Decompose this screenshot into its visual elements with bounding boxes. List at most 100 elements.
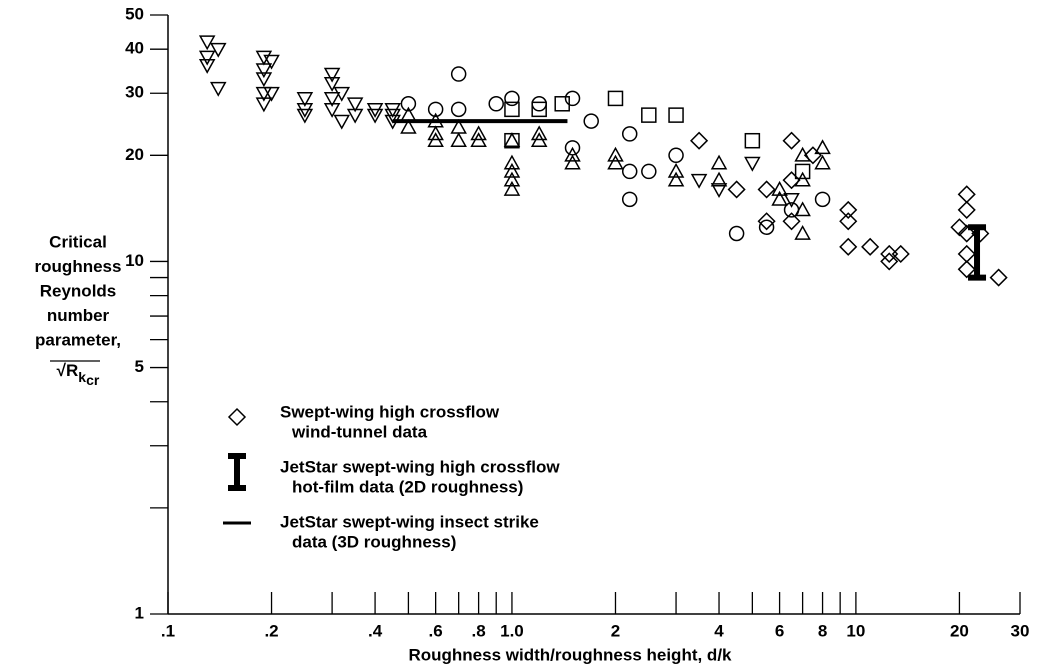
triangle-down-marker [323, 92, 341, 107]
triangle-up-marker [503, 154, 521, 170]
triangle-down-marker [255, 50, 273, 66]
x-tick-label: 20 [950, 621, 969, 640]
square-marker [554, 96, 570, 112]
diamond-marker [782, 212, 801, 231]
square-marker [531, 101, 547, 118]
diamond-marker [957, 224, 976, 243]
x-tick-label: 10 [846, 621, 865, 640]
triangle-up-marker [503, 162, 521, 178]
square-marker [504, 132, 520, 149]
triangle-up-marker [400, 106, 417, 122]
triangle-down-marker [333, 86, 351, 102]
diamond-marker [690, 131, 709, 150]
square-marker [641, 107, 657, 123]
diamond-marker [839, 237, 858, 256]
legend-label: JetStar swept-wing high crossflow [280, 457, 560, 476]
triangle-down-marker [209, 42, 227, 58]
diamond-marker [782, 171, 801, 190]
triangle-down-marker [333, 114, 351, 130]
y-axis-label: parameter, [35, 330, 121, 349]
circle-marker [450, 101, 467, 118]
square-marker [607, 90, 624, 107]
triangle-up-marker [771, 180, 788, 196]
x-tick-label: 8 [818, 621, 827, 640]
circle-marker [668, 147, 684, 164]
triangle-down-marker [710, 183, 728, 199]
diamond-marker [957, 260, 976, 279]
y-axis-label: number [47, 306, 110, 325]
circle-marker [400, 96, 417, 112]
formula-subsub: cr [86, 372, 100, 388]
legend-label: wind-tunnel data [291, 422, 428, 441]
diamond-marker [880, 252, 899, 271]
triangle-down-marker [296, 108, 314, 124]
y-tick-label: 20 [125, 145, 144, 164]
triangle-up-marker [607, 146, 624, 162]
circle-marker [621, 126, 638, 142]
circle-marker [758, 219, 775, 236]
circle-marker [641, 163, 657, 180]
diamond-marker [782, 131, 801, 150]
triangle-down-marker [198, 50, 216, 66]
triangle-down-marker [255, 97, 273, 113]
triangle-up-marker [470, 125, 487, 141]
y-tick-label: 1 [135, 603, 144, 622]
x-tick-label: 30 [1011, 621, 1030, 640]
triangle-down-marker [263, 86, 280, 102]
circle-marker [531, 96, 547, 112]
y-tick-label: 10 [125, 251, 144, 270]
triangle-up-marker [427, 125, 444, 141]
triangle-down-marker [323, 76, 341, 92]
y-tick-label: 50 [125, 4, 144, 23]
circle-marker [504, 90, 520, 107]
diamond-marker [757, 212, 776, 231]
formula-sub: k [78, 369, 86, 385]
circle-marker [583, 113, 599, 129]
diamond-marker [957, 200, 976, 219]
square-marker [794, 163, 811, 180]
triangle-down-marker [323, 102, 341, 118]
circle-marker [728, 225, 745, 242]
diamond-marker [957, 244, 976, 264]
triangle-up-marker [503, 180, 521, 196]
circle-marker [564, 140, 581, 156]
triangle-down-marker [744, 156, 761, 172]
y-tick-label: 40 [125, 39, 144, 58]
circle-marker [488, 96, 504, 112]
circle-marker [814, 191, 831, 208]
triangle-up-marker [814, 154, 831, 170]
triangle-down-marker [296, 92, 314, 107]
formula-base: √R [57, 361, 79, 380]
triangle-up-marker [794, 171, 811, 187]
triangle-up-marker [794, 224, 811, 240]
square-marker [668, 107, 684, 123]
x-tick-label: 2 [611, 621, 620, 640]
triangle-up-marker [450, 132, 467, 148]
triangle-up-marker [710, 171, 728, 187]
legend-label: JetStar swept-wing insect strike [280, 512, 539, 531]
diamond-marker [839, 212, 858, 231]
y-tick-label: 30 [125, 83, 144, 102]
legend-entry: JetStar swept-wing high crossflowhot-fil… [228, 453, 560, 496]
y-tick-label: 5 [135, 357, 144, 376]
x-tick-label: .4 [368, 621, 383, 640]
triangle-up-marker [530, 125, 548, 141]
triangle-up-marker [400, 118, 417, 134]
square-marker [504, 101, 520, 118]
x-tick-label: 4 [714, 621, 724, 640]
diamond-marker [803, 146, 822, 165]
square-marker [744, 132, 761, 149]
triangle-up-marker [607, 154, 624, 170]
y-axis-label: roughness [35, 257, 122, 276]
triangle-down-marker [198, 58, 216, 74]
triangle-up-marker [794, 146, 811, 162]
circle-marker [450, 66, 467, 82]
x-tick-label: .1 [161, 621, 175, 640]
triangle-down-marker [690, 173, 708, 189]
legend-label: data (3D roughness) [292, 532, 456, 551]
triangle-down-marker [209, 81, 227, 97]
circle-marker [564, 90, 581, 107]
circle-marker [621, 163, 638, 180]
legend-label: Swept-wing high crossflow [280, 402, 500, 421]
